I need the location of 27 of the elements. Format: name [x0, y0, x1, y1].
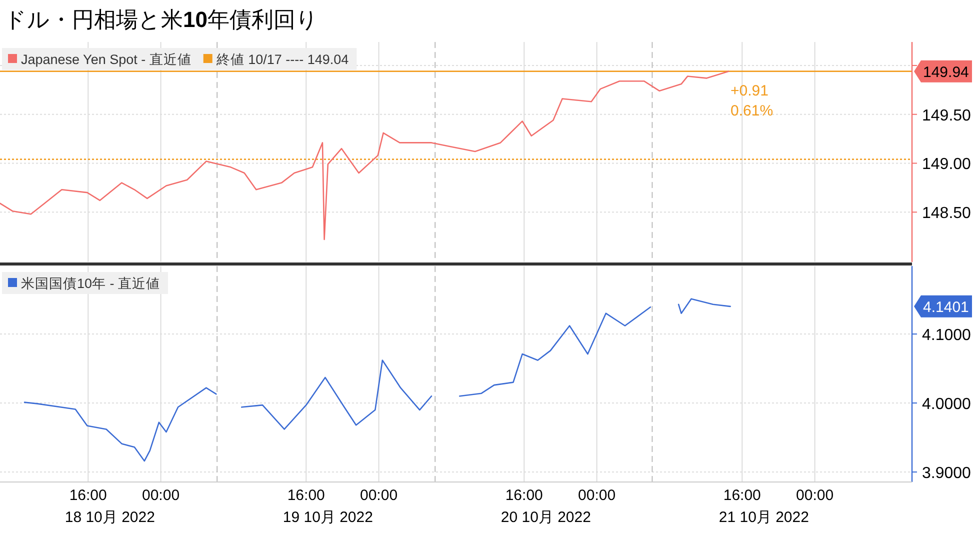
x-tick-label: 16:00 — [723, 487, 761, 504]
x-tick-label: 16:00 — [505, 487, 543, 504]
y-tick-label: 149.00 — [922, 156, 972, 174]
legend-label: 終値 10/17 ---- 149.04 — [215, 52, 350, 67]
x-tick-label: 16:00 — [69, 487, 107, 504]
annotation: 0.61% — [730, 102, 774, 120]
x-tick-label: 00:00 — [142, 487, 180, 504]
y-tick-label: 3.9000 — [922, 464, 972, 482]
x-tick-label: 00:00 — [796, 487, 834, 504]
x-tick-label: 00:00 — [578, 487, 616, 504]
text: 18 10月 2022 — [64, 509, 155, 526]
last-value-tag: 149.94 — [914, 60, 972, 82]
legend: 米国国債10年 - 直近値 — [2, 272, 168, 294]
legend-label: Japanese Yen Spot - 直近値 — [21, 52, 192, 67]
x-tick-label: 00:00 — [360, 487, 398, 504]
y-tick-label: 4.1000 — [922, 327, 972, 344]
chart-title: ドル・円相場と米10年債利回り — [4, 7, 318, 32]
text: 19 10月 2022 — [282, 509, 373, 526]
legend-label: 米国国債10年 - 直近値 — [21, 276, 160, 291]
x-tick-label: 16:00 — [287, 487, 325, 504]
text: 21 10月 2022 — [718, 509, 809, 526]
last-value-tag: 4.1401 — [914, 295, 972, 318]
y-tick-label: 149.50 — [922, 107, 972, 124]
text: 20 10月 2022 — [500, 509, 591, 526]
y-tick-label: 148.50 — [922, 205, 972, 222]
annotation: +0.91 — [730, 82, 768, 100]
y-tick-label: 4.0000 — [922, 396, 972, 414]
